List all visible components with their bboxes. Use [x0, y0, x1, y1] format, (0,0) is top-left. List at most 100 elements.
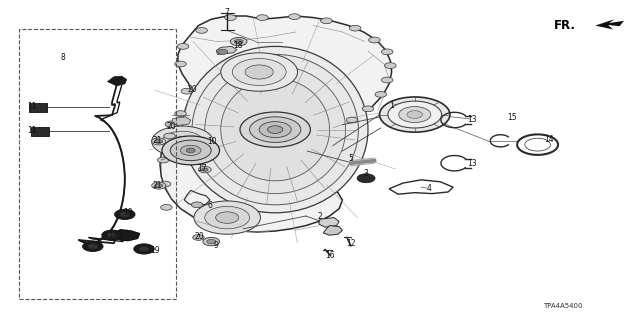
Polygon shape — [216, 46, 237, 54]
Text: 20: 20 — [187, 85, 197, 94]
Circle shape — [152, 126, 213, 157]
Circle shape — [357, 174, 375, 183]
Circle shape — [155, 184, 163, 188]
Text: 17: 17 — [196, 164, 207, 173]
Polygon shape — [108, 76, 127, 86]
Circle shape — [202, 168, 208, 171]
Polygon shape — [160, 16, 392, 232]
Circle shape — [159, 181, 171, 187]
Text: 8: 8 — [60, 53, 65, 62]
Circle shape — [186, 148, 195, 153]
Text: 5: 5 — [348, 154, 353, 163]
Circle shape — [221, 53, 298, 91]
Circle shape — [175, 111, 186, 116]
Text: 11: 11 — [28, 102, 36, 111]
Circle shape — [230, 37, 247, 46]
Polygon shape — [115, 230, 140, 241]
Circle shape — [388, 101, 442, 128]
Circle shape — [165, 121, 178, 127]
Circle shape — [349, 25, 361, 31]
Polygon shape — [172, 117, 191, 125]
Circle shape — [381, 77, 393, 83]
Circle shape — [162, 136, 220, 165]
Circle shape — [194, 201, 260, 234]
Circle shape — [162, 131, 203, 152]
Text: 19: 19 — [150, 246, 160, 255]
Ellipse shape — [221, 78, 330, 181]
Text: 7: 7 — [225, 8, 230, 17]
Polygon shape — [319, 218, 339, 227]
Text: 9: 9 — [214, 241, 219, 250]
Circle shape — [198, 166, 211, 173]
Circle shape — [152, 182, 166, 189]
Text: 15: 15 — [507, 113, 517, 122]
Text: TPA4A5400: TPA4A5400 — [543, 303, 583, 308]
Bar — [31, 127, 49, 136]
Circle shape — [155, 140, 163, 143]
Text: 21: 21 — [152, 136, 161, 145]
Circle shape — [107, 233, 117, 238]
Circle shape — [120, 212, 130, 217]
Circle shape — [164, 133, 175, 139]
Circle shape — [207, 239, 216, 244]
Text: 19: 19 — [123, 208, 133, 217]
Circle shape — [375, 92, 387, 97]
Polygon shape — [595, 19, 624, 29]
Circle shape — [177, 44, 189, 49]
Circle shape — [268, 126, 283, 133]
Circle shape — [193, 235, 204, 240]
Text: 13: 13 — [467, 115, 477, 124]
Circle shape — [180, 145, 201, 156]
Circle shape — [234, 39, 243, 44]
Circle shape — [232, 59, 286, 85]
Circle shape — [161, 204, 172, 210]
Text: 12: 12 — [346, 239, 355, 248]
Circle shape — [175, 61, 186, 67]
Text: FR.: FR. — [554, 19, 576, 32]
Circle shape — [245, 65, 273, 79]
Circle shape — [191, 202, 203, 208]
Text: 1: 1 — [389, 101, 394, 110]
Circle shape — [115, 209, 135, 220]
Circle shape — [88, 244, 98, 249]
Circle shape — [139, 246, 149, 252]
Circle shape — [289, 14, 300, 20]
Circle shape — [257, 15, 268, 20]
Circle shape — [83, 241, 103, 252]
Text: 18: 18 — [234, 41, 243, 50]
Circle shape — [157, 157, 169, 163]
Circle shape — [399, 107, 431, 123]
Circle shape — [407, 111, 422, 118]
Text: 20: 20 — [195, 232, 205, 241]
Text: 20: 20 — [166, 122, 177, 131]
Circle shape — [225, 15, 236, 20]
Text: 10: 10 — [207, 137, 218, 146]
Ellipse shape — [182, 46, 368, 213]
Text: 14: 14 — [544, 135, 554, 144]
Circle shape — [259, 122, 291, 138]
Circle shape — [369, 37, 380, 43]
Circle shape — [102, 230, 122, 240]
Circle shape — [385, 63, 396, 68]
Circle shape — [362, 106, 374, 112]
Text: 16: 16 — [324, 252, 335, 260]
Circle shape — [181, 88, 193, 94]
Circle shape — [203, 237, 220, 246]
Circle shape — [134, 244, 154, 254]
Ellipse shape — [205, 66, 346, 194]
Text: 13: 13 — [467, 159, 477, 168]
Text: 2: 2 — [317, 212, 323, 221]
Circle shape — [216, 212, 239, 223]
Text: 11: 11 — [28, 126, 36, 135]
Bar — [29, 103, 47, 112]
Circle shape — [240, 112, 310, 147]
Circle shape — [321, 18, 332, 24]
Circle shape — [346, 117, 358, 123]
Circle shape — [152, 138, 166, 145]
Polygon shape — [323, 226, 342, 235]
Ellipse shape — [192, 54, 358, 205]
Text: 21: 21 — [152, 181, 161, 190]
Circle shape — [380, 97, 450, 132]
Text: 19: 19 — [108, 230, 118, 239]
Circle shape — [218, 49, 228, 54]
